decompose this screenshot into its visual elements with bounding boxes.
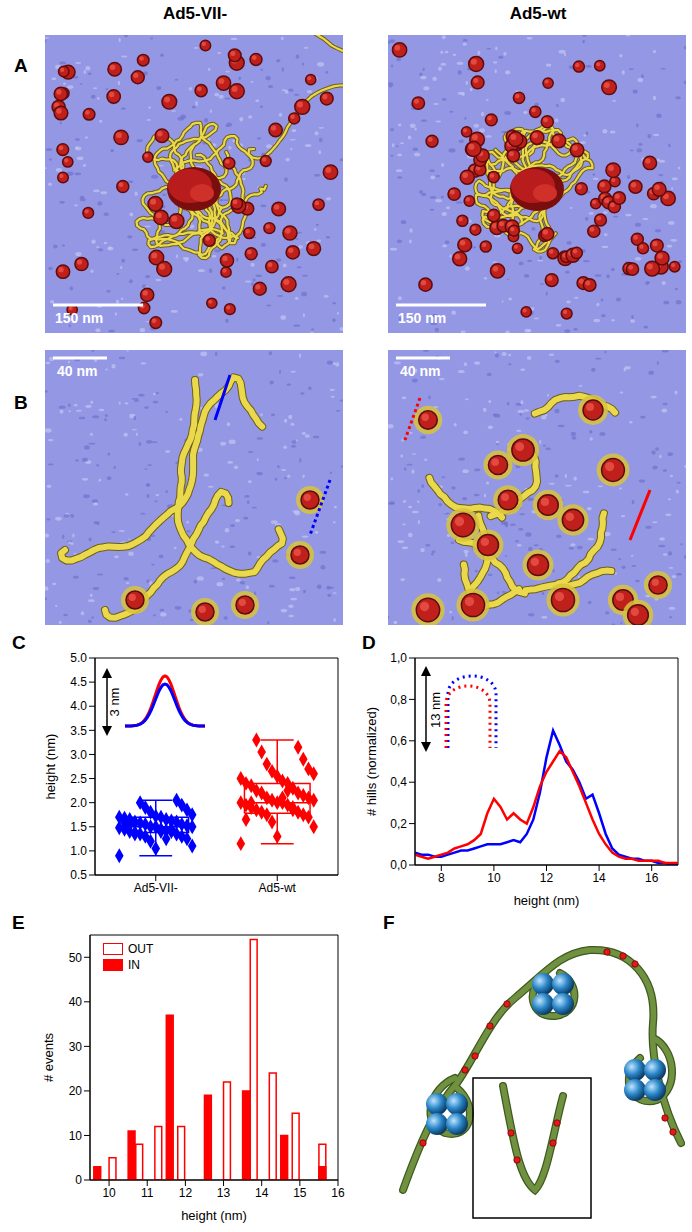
svg-text:10: 10 xyxy=(69,1129,83,1143)
svg-text:3 nm: 3 nm xyxy=(107,688,122,717)
svg-text:height (nm): height (nm) xyxy=(43,734,58,800)
svg-text:Ad5-wt: Ad5-wt xyxy=(259,881,297,895)
html-text:Ad5-wt: Ad5-wt xyxy=(509,4,567,23)
html-text:F: F xyxy=(383,912,395,933)
svg-text:10: 10 xyxy=(487,871,501,885)
svg-text:40: 40 xyxy=(69,995,83,1009)
svg-text:0,2: 0,2 xyxy=(390,817,407,831)
svg-text:14: 14 xyxy=(592,871,606,885)
svg-text:14: 14 xyxy=(255,1186,269,1200)
svg-text:4.0: 4.0 xyxy=(70,699,87,713)
svg-text:40 nm: 40 nm xyxy=(400,363,440,379)
svg-text:11: 11 xyxy=(141,1186,154,1200)
svg-text:16: 16 xyxy=(645,871,659,885)
html-text:C: C xyxy=(12,632,26,653)
html-text:IN: IN xyxy=(128,958,140,972)
svg-text:15: 15 xyxy=(293,1186,307,1200)
svg-text:13: 13 xyxy=(217,1186,231,1200)
html-text:Ad5-VII-: Ad5-VII- xyxy=(162,4,228,23)
svg-text:height (nm): height (nm) xyxy=(514,893,580,908)
svg-text:4.5: 4.5 xyxy=(70,675,87,689)
svg-text:2.0: 2.0 xyxy=(70,796,87,810)
svg-text:20: 20 xyxy=(69,1084,83,1098)
svg-text:3.0: 3.0 xyxy=(70,748,87,762)
svg-text:13 nm: 13 nm xyxy=(428,692,443,728)
svg-text:12: 12 xyxy=(540,871,554,885)
svg-text:# events: # events xyxy=(41,1032,56,1082)
svg-text:0,6: 0,6 xyxy=(390,734,407,748)
svg-text:50: 50 xyxy=(69,951,83,965)
html-text:A: A xyxy=(14,55,28,76)
svg-text:40 nm: 40 nm xyxy=(57,363,97,379)
svg-text:10: 10 xyxy=(102,1186,116,1200)
svg-text:30: 30 xyxy=(69,1040,83,1054)
html-text:B: B xyxy=(14,392,28,413)
html-text:OUT: OUT xyxy=(128,942,154,956)
svg-text:# hills (normalized): # hills (normalized) xyxy=(364,707,379,816)
svg-text:1.0: 1.0 xyxy=(70,844,87,858)
svg-text:3.5: 3.5 xyxy=(70,724,87,738)
svg-text:2.5: 2.5 xyxy=(70,772,87,786)
svg-text:0.5: 0.5 xyxy=(70,868,87,882)
html-text:E: E xyxy=(12,912,25,933)
svg-text:0,8: 0,8 xyxy=(390,693,407,707)
svg-text:12: 12 xyxy=(179,1186,193,1200)
svg-text:16: 16 xyxy=(331,1186,345,1200)
svg-text:8: 8 xyxy=(438,871,445,885)
html-text:D: D xyxy=(362,632,376,653)
svg-text:5.0: 5.0 xyxy=(70,651,87,665)
svg-text:0,4: 0,4 xyxy=(390,775,407,789)
svg-text:height (nm): height (nm) xyxy=(181,1208,247,1223)
svg-text:150 nm: 150 nm xyxy=(398,310,446,326)
svg-text:0,0: 0,0 xyxy=(390,858,407,872)
svg-text:0: 0 xyxy=(75,1173,82,1187)
svg-text:150 nm: 150 nm xyxy=(55,310,103,326)
svg-text:1,0: 1,0 xyxy=(390,651,407,665)
svg-text:1.5: 1.5 xyxy=(70,820,87,834)
svg-text:Ad5-VII-: Ad5-VII- xyxy=(134,881,178,895)
